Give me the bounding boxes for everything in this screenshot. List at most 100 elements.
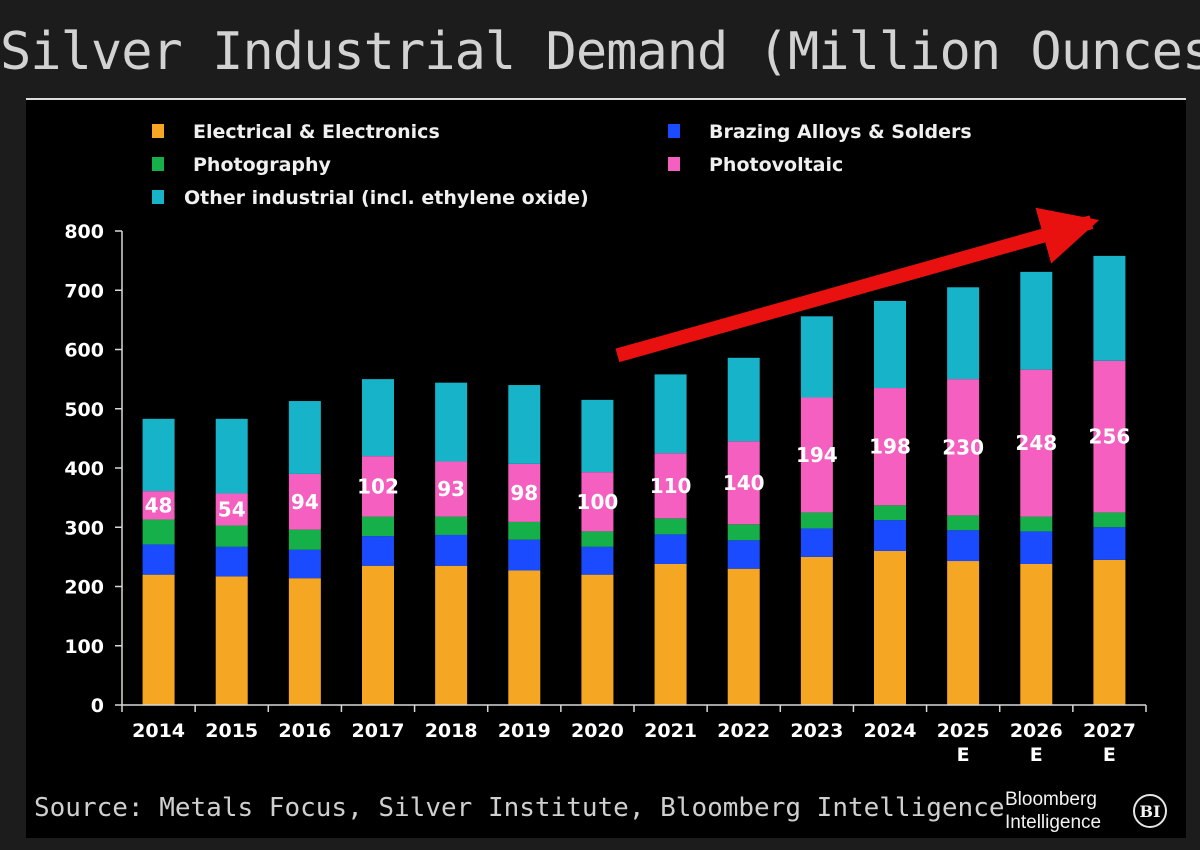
- bar-photovoltaic-2017: [362, 456, 394, 517]
- y-axis: 0 100 200 300 400 500 600 700 800: [64, 221, 123, 717]
- bar-electrical-electronics-2022: [727, 568, 760, 705]
- y-tick-label-500: 500: [64, 399, 104, 421]
- data-labels: 48 54 94 102 93 98 100 110 140 194 198 230 248 256: [145, 425, 1131, 522]
- y-tick-label-300: 300: [64, 517, 104, 539]
- bar-electrical-electronics-2024: [874, 550, 906, 705]
- bar-electrical-electronics-2019: [508, 570, 541, 705]
- bar-photovoltaic-2021: [654, 453, 687, 519]
- y-tick-label-0: 0: [91, 695, 104, 717]
- chart-legend: Electrical & Electronics Brazing Alloys &…: [152, 121, 972, 209]
- data-label-2024: 198: [869, 435, 911, 459]
- legend-item-electrical-electronics: Electrical & Electronics: [152, 121, 440, 143]
- title-divider: [26, 98, 1186, 100]
- bar-brazing-alloys-solders-2026-e: [1020, 531, 1053, 564]
- x-tick-label-2021: 2021: [644, 720, 697, 742]
- trend-arrow: [615, 207, 1100, 363]
- x-tick-label-2026-e: 2026 E: [1010, 720, 1063, 766]
- bar-photovoltaic-2018: [435, 461, 468, 517]
- bar-photovoltaic-2027-e: [1093, 360, 1126, 513]
- bar-brazing-alloys-solders-2017: [362, 536, 394, 566]
- bar-other-industrial-incl-ethylene-oxide-2020: [581, 399, 614, 473]
- bar-photography-2025-e: [947, 515, 980, 531]
- data-label-2017: 102: [357, 474, 399, 498]
- legend-swatch-photography: [152, 157, 164, 171]
- bar-brazing-alloys-solders-2020: [581, 546, 614, 575]
- source-note: Source: Metals Focus, Silver Institute, …: [34, 793, 1005, 823]
- bar-other-industrial-incl-ethylene-oxide-2027-e: [1093, 255, 1126, 361]
- brand-line-1: Bloomberg: [1005, 789, 1097, 810]
- bar-photovoltaic-2015: [215, 493, 248, 526]
- bar-photovoltaic-2020: [581, 472, 614, 532]
- y-tick-label-200: 200: [64, 577, 104, 599]
- bar-other-industrial-incl-ethylene-oxide-2016: [288, 401, 321, 474]
- bar-photovoltaic-2025-e: [947, 379, 980, 516]
- x-tick-label-line: 2019: [498, 720, 551, 742]
- x-tick-label-2022: 2022: [717, 720, 770, 742]
- legend-swatch-electrical-electronics: [152, 124, 164, 138]
- bar-photography-2015: [215, 525, 248, 547]
- x-tick-label-2016: 2016: [278, 720, 331, 742]
- chart-title: Silver Industrial Demand (Million Ounces…: [0, 22, 1200, 82]
- x-tick-label-2024: 2024: [864, 720, 917, 742]
- x-tick-label-line: E: [1103, 744, 1116, 766]
- data-label-2014: 48: [145, 493, 173, 517]
- data-label-2023: 194: [796, 443, 838, 467]
- bar-photography-2019: [508, 521, 541, 540]
- legend-swatch-photovoltaic: [668, 157, 680, 171]
- data-label-2026-e: 248: [1015, 431, 1057, 455]
- x-tick-label-2027-e: 2027 E: [1083, 720, 1136, 766]
- bar-brazing-alloys-solders-2022: [727, 540, 760, 569]
- data-label-2022: 140: [723, 471, 765, 495]
- x-tick-label-line: 2022: [717, 720, 770, 742]
- bar-brazing-alloys-solders-2015: [215, 546, 248, 577]
- x-tick-label-line: 2023: [790, 720, 843, 742]
- legend-item-photography: Photography: [152, 154, 332, 176]
- y-tick-label-600: 600: [64, 340, 104, 362]
- data-label-2019: 98: [510, 481, 538, 505]
- bar-brazing-alloys-solders-2016: [288, 549, 321, 579]
- data-label-2016: 94: [291, 490, 319, 514]
- bar-other-industrial-incl-ethylene-oxide-2023: [800, 316, 833, 398]
- bar-brazing-alloys-solders-2021: [654, 534, 687, 564]
- bar-electrical-electronics-2018: [435, 565, 468, 705]
- bar-electrical-electronics-2026-e: [1020, 563, 1053, 705]
- x-tick-label-line: E: [1030, 744, 1043, 766]
- bar-electrical-electronics-2021: [654, 563, 687, 705]
- bar-photography-2023: [800, 512, 833, 529]
- bar-other-industrial-incl-ethylene-oxide-2021: [654, 374, 687, 454]
- x-tick-label-2025-e: 2025 E: [937, 720, 990, 766]
- bar-electrical-electronics-2025-e: [947, 561, 980, 705]
- legend-item-other-industrial-incl-ethylene-oxide: Other industrial (incl. ethylene oxide): [152, 187, 589, 209]
- legend-item-photovoltaic: Photovoltaic: [668, 154, 843, 176]
- bars: [142, 255, 1126, 705]
- data-label-2025-e: 230: [942, 435, 984, 459]
- bar-photovoltaic-2014: [142, 491, 175, 520]
- bar-photography-2018: [435, 516, 468, 535]
- bar-photovoltaic-2024: [874, 388, 906, 506]
- bar-photography-2021: [654, 518, 687, 535]
- y-tick-label-800: 800: [64, 221, 104, 243]
- x-tick-label-line: 2027: [1083, 720, 1136, 742]
- x-tick-label-2020: 2020: [571, 720, 624, 742]
- x-tick-label-line: 2017: [352, 720, 405, 742]
- brand-name: Bloomberg Intelligence: [1005, 788, 1101, 834]
- bar-photography-2016: [288, 529, 321, 550]
- x-tick-label-line: 2024: [864, 720, 917, 742]
- brand-line-2: Intelligence: [1005, 812, 1102, 833]
- data-label-2020: 100: [577, 490, 619, 514]
- y-tick-label-400: 400: [64, 458, 104, 480]
- legend-label-photography: Photography: [193, 154, 332, 176]
- bar-photography-2026-e: [1020, 516, 1053, 532]
- x-tick-label-line: 2021: [644, 720, 697, 742]
- bar-other-industrial-incl-ethylene-oxide-2014: [142, 418, 175, 492]
- x-tick-label-2015: 2015: [205, 720, 258, 742]
- bar-photography-2020: [581, 531, 614, 547]
- bar-brazing-alloys-solders-2019: [508, 539, 541, 571]
- bar-brazing-alloys-solders-2023: [800, 528, 833, 557]
- bar-brazing-alloys-solders-2018: [435, 534, 468, 566]
- x-tick-label-line: 2015: [205, 720, 258, 742]
- bar-photovoltaic-2019: [508, 463, 541, 522]
- x-tick-label-2014: 2014: [132, 720, 185, 742]
- bar-other-industrial-incl-ethylene-oxide-2024: [874, 300, 906, 389]
- bar-photovoltaic-2016: [288, 473, 321, 530]
